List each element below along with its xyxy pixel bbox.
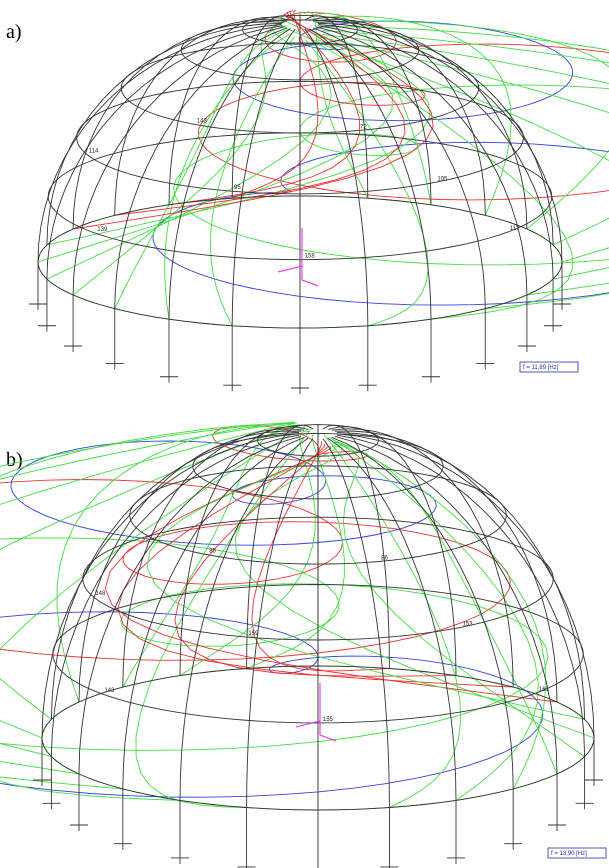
frequency: f = 13,90 [Hz] [551, 851, 587, 857]
member [123, 429, 304, 687]
axis-glyph [296, 683, 336, 741]
member [305, 29, 368, 326]
node-label: 153 [463, 621, 474, 627]
frequency: f = 11,89 [Hz] [523, 365, 559, 371]
member [11, 441, 436, 545]
node-label: 72 [360, 125, 367, 131]
member [105, 446, 557, 702]
dome-b: 161 153 86 155 159 85 143 148 [0, 422, 603, 868]
member [115, 30, 288, 309]
panel-label: b) [6, 449, 23, 471]
member [0, 424, 300, 789]
member [0, 538, 548, 751]
member [335, 436, 557, 774]
member [0, 423, 296, 774]
node-label: 158 [305, 254, 316, 260]
node-label: 117 [510, 226, 520, 232]
node-label: 161 [539, 687, 550, 693]
node-label: 95 [234, 185, 241, 191]
node-label: 114 [89, 148, 99, 154]
node-label: 155 [323, 717, 334, 723]
member [329, 437, 538, 800]
member [323, 439, 389, 808]
member [332, 429, 513, 687]
node-label: 139 [97, 227, 108, 233]
member [123, 427, 305, 687]
figure: a) b) 117 105 72 158 95 143 139 114 161 153 86 155… [0, 0, 609, 868]
panel-label: a) [6, 21, 22, 43]
member [320, 37, 609, 295]
node-label: 143 [197, 118, 208, 124]
dome-a: 117 105 72 158 95 143 139 114 [29, 11, 609, 394]
node-label: 143 [104, 688, 115, 694]
member [0, 612, 543, 797]
member [73, 27, 284, 295]
member [316, 22, 527, 229]
node-label: 148 [95, 591, 106, 597]
node-label: 105 [437, 176, 448, 182]
member [73, 26, 286, 295]
member [233, 21, 573, 121]
node-label: 85 [209, 549, 216, 555]
node-label: 159 [248, 631, 259, 637]
node-label: 86 [381, 555, 388, 561]
member [324, 435, 461, 808]
